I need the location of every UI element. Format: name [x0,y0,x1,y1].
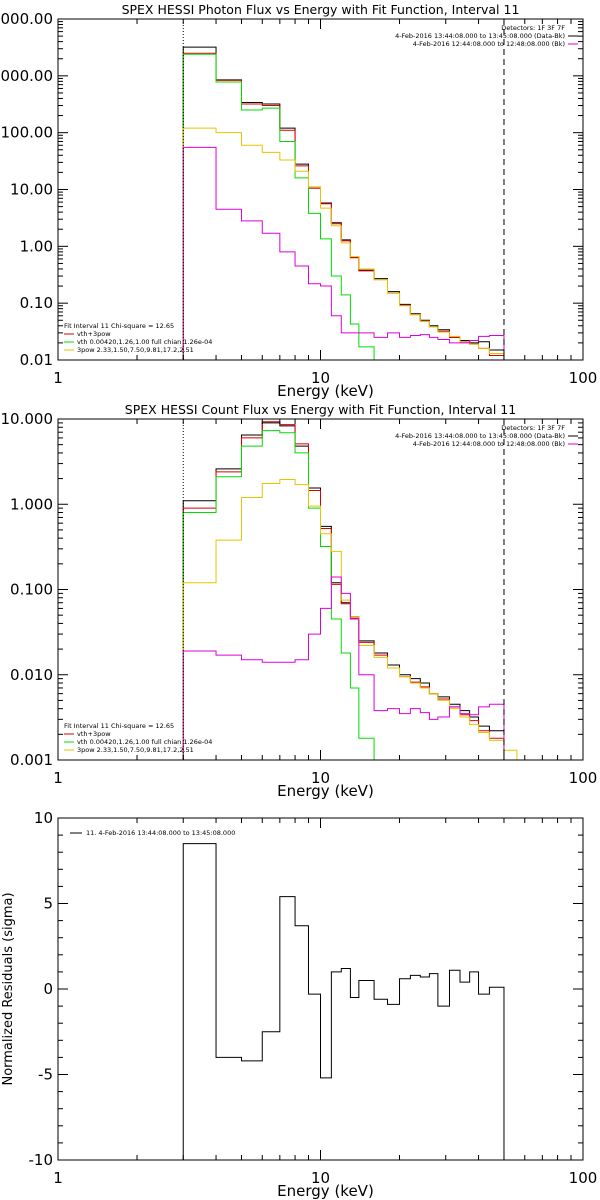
legend-bottom-entry: vth+3pow [77,330,111,338]
y-tick-label: 10 [34,809,53,827]
chart-panel-2: 1 10 100 0.001 0.010 0.100 1.000 10.000 SPEX HES… [1,402,598,800]
series-group [182,421,531,760]
legend-top-entry: Detectors: 1F 3F 7F [501,24,565,32]
x-axis-label: Energy (keV) [277,382,374,400]
series-line-residuals [182,843,505,1160]
y-tick-label: -10 [29,1151,54,1169]
legend-top-entry: 4-Feb-2016 12:44:08.000 to 12:48:08.000 … [413,440,565,448]
legend-bottom-entry: vth+3pow [77,730,111,738]
y-axis: 0.001 0.010 0.100 1.000 10.000 [1,410,583,769]
x-tick-label: 1 [53,769,63,787]
series-line-3pow [182,479,531,760]
legend-upper-left-entry: 11. 4-Feb-2016 13:44:08.000 to 13:45:08.… [86,829,235,837]
legend-top-entry: 4-Feb-2016 12:44:08.000 to 12:48:08.000 … [413,40,565,48]
y-tick-label: 10.00 [10,181,53,199]
y-tick-label: -5 [38,1066,53,1084]
y-axis: -10 -5 0 5 10 [29,809,583,1169]
legend-bottom-entry: Fit Interval 11 Chi-square = 12.65 [64,722,174,730]
y-tick-label: 5 [43,895,53,913]
y-tick-label: 1.00 [20,237,53,255]
chart-title: SPEX HESSI Count Flux vs Energy with Fit… [125,402,516,417]
series-line-3pow [182,127,505,360]
y-tick-label: 100.00 [1,124,54,142]
x-tick-label: 10 [311,1169,330,1187]
series-group [182,843,505,1160]
y-tick-label: 0.100 [10,581,53,599]
legend-top-entry: 4-Feb-2016 13:44:08.000 to 13:45:08.000 … [395,432,565,440]
series-line-vth+3pow [182,421,505,760]
x-axis: 1 10 100 [53,419,597,787]
legend-top-entry: Detectors: 1F 3F 7F [501,424,565,432]
series-line-Bk [182,146,505,360]
series-line-data [182,46,505,360]
legend-bottom-entry: vth 0.00420,1.26,1.00 full chian 1.26e-0… [77,338,212,346]
x-tick-label: 1 [53,369,63,387]
y-tick-label: 1.000 [10,495,53,513]
legend-bottom-entry: 3pow 2.33,1.50,7.50,9.81,17.2,2.51 [77,746,194,754]
y-axis-label: Normalized Residuals (sigma) [1,892,16,1085]
y-tick-label: 10000.00 [0,10,53,28]
x-axis-label: Energy (keV) [277,1182,374,1200]
legend-top-entry: 4-Feb-2016 13:44:08.000 to 13:45:08.000 … [395,32,565,40]
series-line-Bk [182,576,505,760]
series-group [182,46,505,360]
y-tick-label: 0.010 [10,666,53,684]
chart-title: SPEX HESSI Photon Flux vs Energy with Fi… [122,2,520,17]
y-tick-label: 0.10 [20,294,53,312]
series-line-vth+3pow [182,52,505,360]
x-tick-label: 10 [311,769,330,787]
y-tick-label: 10.000 [1,410,54,428]
legend-bottom-entry: 3pow 2.33,1.50,7.50,9.81,17.2,2.51 [77,346,194,354]
x-tick-label: 100 [569,369,598,387]
x-tick-label: 10 [311,369,330,387]
series-line-vth [182,430,505,760]
x-axis-label: Energy (keV) [277,782,374,800]
x-tick-label: 1 [53,1169,63,1187]
x-axis: 1 10 100 [53,19,597,387]
x-tick-label: 100 [569,1169,598,1187]
x-tick-label: 100 [569,769,598,787]
legend-bottom-entry: vth 0.00420,1.26,1.00 full chian 1.26e-0… [77,738,212,746]
legend-bottom-entry: Fit Interval 11 Chi-square = 12.65 [64,322,174,330]
y-tick-label: 0 [43,980,53,998]
y-tick-label: 0.01 [20,351,53,369]
series-line-data [182,422,505,760]
series-line-vth [182,53,505,360]
y-tick-label: 0.001 [10,751,53,769]
x-axis: 1 10 100 [53,818,597,1187]
